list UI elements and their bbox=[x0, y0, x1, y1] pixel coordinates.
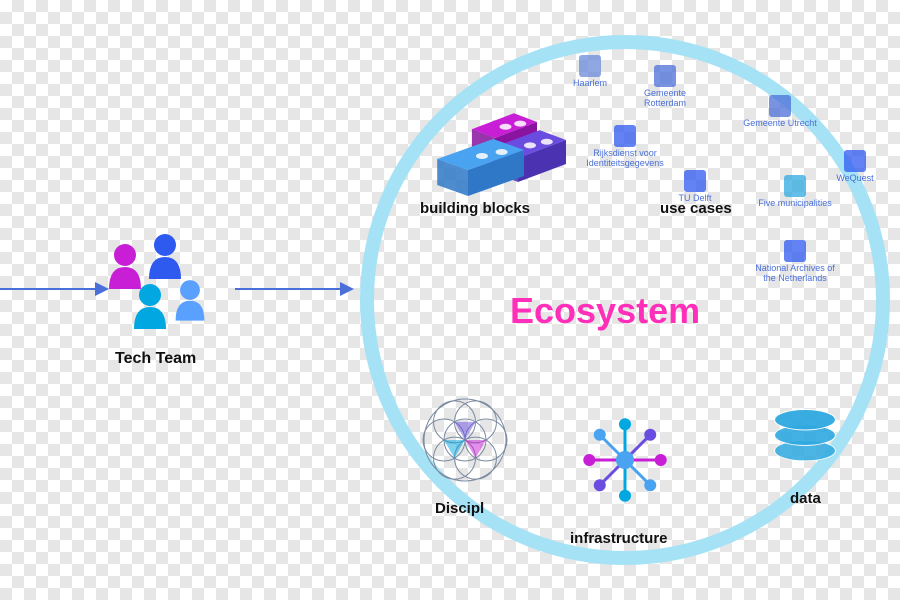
tech-team-icon bbox=[100, 225, 230, 355]
arrow-incoming bbox=[0, 288, 95, 290]
discipl-icon bbox=[423, 398, 507, 482]
discipl-label: Discipl bbox=[435, 500, 484, 517]
partner-3: Rijksdienst voor Identiteitsgegevens bbox=[585, 125, 665, 169]
partner-label: WeQuest bbox=[836, 173, 873, 183]
arrow-to-ecosystem-head bbox=[340, 282, 354, 296]
partner-0: Haarlem bbox=[550, 55, 630, 89]
partner-label: National Archives of the Netherlands bbox=[755, 263, 835, 283]
building-blocks-label: building blocks bbox=[420, 200, 530, 217]
partner-label: Five municipalities bbox=[758, 198, 832, 208]
partner-label: Haarlem bbox=[573, 78, 607, 88]
partner-4: TU Delft bbox=[655, 170, 735, 204]
data-label: data bbox=[790, 490, 821, 507]
ecosystem-title: Ecosystem bbox=[510, 290, 700, 332]
partner-6: WeQuest bbox=[815, 150, 895, 184]
partner-label: Gemeente Utrecht bbox=[743, 118, 817, 128]
infrastructure-icon bbox=[583, 418, 667, 502]
infrastructure-label: infrastructure bbox=[570, 530, 668, 547]
partner-label: Gemeente Rotterdam bbox=[644, 88, 686, 108]
data-icon bbox=[773, 400, 837, 470]
partner-1: Gemeente Rotterdam bbox=[625, 65, 705, 109]
partner-7: National Archives of the Netherlands bbox=[755, 240, 835, 284]
partner-2: Gemeente Utrecht bbox=[740, 95, 820, 129]
partner-label: Rijksdienst voor Identiteitsgegevens bbox=[586, 148, 664, 168]
partner-label: TU Delft bbox=[678, 193, 711, 203]
building-blocks-icon bbox=[440, 110, 570, 200]
diagram-stage: Tech Team Ecosystem building blocks use … bbox=[0, 0, 900, 600]
tech-team-label: Tech Team bbox=[115, 350, 196, 368]
arrow-to-ecosystem bbox=[235, 288, 340, 290]
